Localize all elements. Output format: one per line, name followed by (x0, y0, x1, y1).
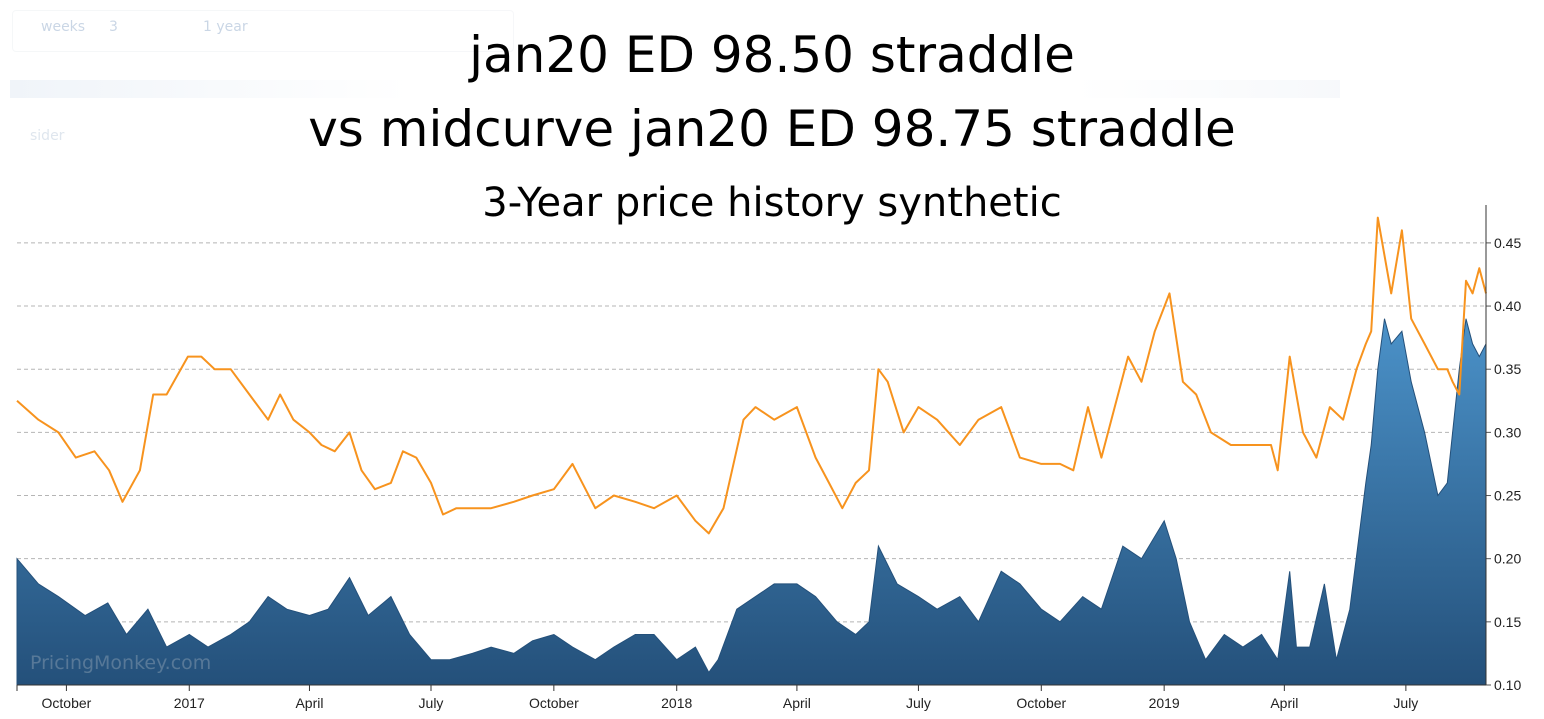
x-tick-label: July (906, 695, 931, 711)
area-series-shape (16, 318, 1487, 686)
chart-title-line1: jan20 ED 98.50 straddle (469, 26, 1075, 84)
x-tick-label: July (1393, 695, 1418, 711)
x-tick-label: July (419, 695, 444, 711)
range-tabs[interactable]: weeks 3 1 year (12, 10, 514, 52)
area-series (16, 318, 1487, 686)
x-tick-label: 2018 (661, 695, 692, 711)
y-tick-label: 0.15 (1494, 614, 1521, 630)
x-tick-label: 2019 (1149, 695, 1180, 711)
x-tick-label: April (295, 695, 323, 711)
toolbar-strip (10, 80, 1340, 98)
background-ui-ghost: weeks 3 1 year sider (0, 0, 1544, 200)
y-tick-label: 0.20 (1494, 551, 1521, 567)
tab-1-year[interactable]: 1 year (203, 19, 248, 35)
y-tick-label: 0.25 (1494, 488, 1521, 504)
axes: 0.10 0.15 0.20 0.25 0.30 0.35 0.40 0.45 October 2… (16, 205, 1521, 711)
slider-label: sider (30, 128, 65, 144)
x-tick-label: April (783, 695, 811, 711)
chart-subtitle: 3-Year price history synthetic (482, 180, 1062, 226)
y-tick-label: 0.40 (1494, 298, 1521, 314)
y-tick-label: 0.10 (1494, 677, 1521, 693)
line-series (16, 216, 1487, 535)
y-tick-label: 0.45 (1494, 235, 1521, 251)
x-tick-label: April (1270, 695, 1298, 711)
tab-3[interactable]: 3 (109, 19, 118, 35)
y-tick-label: 0.30 (1494, 424, 1521, 440)
tab-weeks[interactable]: weeks (41, 19, 86, 35)
chart-title-line2: vs midcurve jan20 ED 98.75 straddle (308, 100, 1236, 158)
x-tick-label: 2017 (174, 695, 205, 711)
y-tick-label: 0.35 (1494, 361, 1521, 377)
grid-lines (17, 242, 1486, 623)
watermark: PricingMonkey.com (30, 652, 212, 674)
line-series-path (16, 216, 1487, 535)
x-tick-label: October (1016, 695, 1066, 711)
x-tick-label: October (529, 695, 579, 711)
x-tick-label: October (42, 695, 92, 711)
